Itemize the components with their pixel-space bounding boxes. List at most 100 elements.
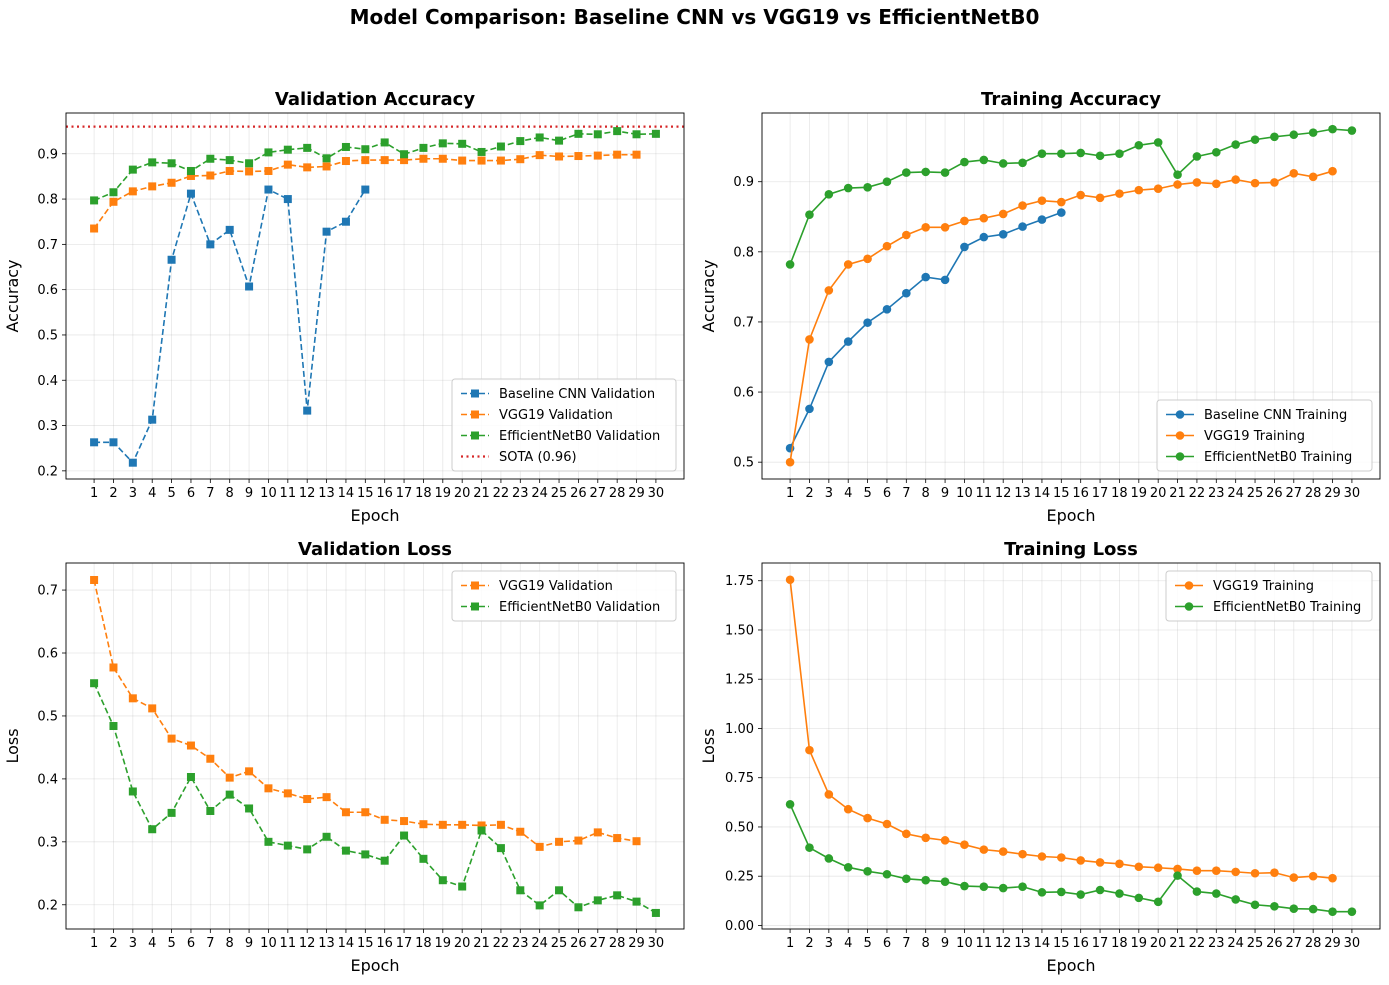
- data-point: [303, 143, 312, 152]
- data-point: [400, 817, 409, 826]
- x-tick-label: 13: [1014, 486, 1031, 501]
- x-tick-label: 27: [590, 936, 607, 951]
- series-vgg19: [785, 166, 1337, 467]
- x-tick-label: 25: [1247, 936, 1264, 951]
- data-point: [186, 189, 195, 198]
- data-point: [882, 819, 892, 829]
- data-point: [1308, 172, 1318, 182]
- data-point: [167, 808, 176, 817]
- data-point: [843, 260, 853, 269]
- data-point: [225, 790, 234, 799]
- data-point: [940, 275, 950, 285]
- data-point: [341, 142, 350, 151]
- y-axis-ticks: 0.2 0.3 0.4 0.5 0.6 0.7: [37, 584, 66, 913]
- data-point: [998, 209, 1008, 219]
- legend-label: VGG19 Validation: [499, 408, 613, 423]
- data-point: [303, 163, 312, 172]
- data-point: [225, 156, 234, 165]
- data-point: [1076, 856, 1085, 865]
- x-tick-label: 3: [825, 486, 833, 501]
- series-vgg19: [785, 575, 1337, 883]
- data-point: [477, 821, 486, 830]
- chart-3: 1 2 3 4 5 6 7 8 9 10 11 12 13 14 15 16 17 18 19 20 21 22 23 24 2…: [3, 539, 685, 975]
- data-point: [1231, 175, 1240, 184]
- y-tick-label: 0.25: [725, 870, 754, 885]
- data-point: [998, 883, 1008, 893]
- y-tick-label: 0.4: [37, 374, 58, 389]
- data-point: [574, 836, 583, 845]
- data-point: [1250, 900, 1260, 910]
- y-axis-ticks: 0.5 0.6 0.7 0.8 0.9: [733, 175, 762, 471]
- data-point: [1308, 904, 1318, 914]
- x-tick-label: 16: [1072, 936, 1089, 951]
- data-point: [1347, 907, 1357, 916]
- x-tick-label: 2: [805, 936, 813, 951]
- data-point: [1037, 215, 1047, 224]
- x-tick-label: 10: [260, 936, 277, 951]
- x-tick-label: 9: [245, 486, 253, 501]
- x-tick-label: 26: [1266, 936, 1283, 951]
- x-tick-label: 8: [226, 486, 234, 501]
- data-point: [1057, 197, 1066, 207]
- x-axis-label: Epoch: [1047, 956, 1096, 975]
- series-efficientnet: [785, 124, 1357, 269]
- data-point: [613, 127, 622, 136]
- y-tick-label: 0.75: [725, 771, 754, 786]
- x-tick-label: 6: [883, 936, 891, 951]
- data-point: [960, 216, 969, 226]
- data-point: [1270, 902, 1279, 911]
- data-point: [186, 741, 195, 750]
- data-point: [458, 156, 467, 165]
- x-tick-label: 1: [90, 486, 98, 501]
- data-point: [303, 406, 312, 415]
- data-point: [128, 187, 137, 196]
- x-tick-label: 4: [844, 486, 852, 501]
- y-tick-label: 0.4: [37, 772, 58, 787]
- data-point: [1173, 871, 1182, 880]
- data-point: [206, 754, 215, 763]
- x-tick-label: 13: [318, 486, 335, 501]
- y-tick-label: 0.00: [725, 919, 754, 934]
- x-tick-label: 4: [148, 936, 156, 951]
- chart-4: 1 2 3 4 5 6 7 8 9 10 11 12 13 14 15 16 17 18 19 20 21 22 23 24 2…: [699, 539, 1381, 975]
- legend-label: Baseline CNN Validation: [499, 387, 655, 402]
- x-tick-label: 10: [956, 936, 973, 951]
- x-tick-label: 14: [338, 486, 355, 501]
- x-tick-label: 12: [299, 936, 316, 951]
- x-tick-label: 7: [206, 486, 214, 501]
- data-layer: [785, 124, 1357, 467]
- x-tick-label: 27: [1286, 936, 1303, 951]
- x-tick-label: 19: [435, 936, 452, 951]
- data-point: [361, 850, 370, 859]
- data-point: [593, 896, 602, 905]
- x-tick-label: 17: [396, 486, 413, 501]
- x-tick-label: 6: [187, 936, 195, 951]
- y-axis-label: Loss: [3, 728, 22, 763]
- data-point: [264, 148, 273, 157]
- legend-box: [451, 570, 677, 622]
- data-point: [535, 901, 544, 910]
- data-point: [148, 158, 157, 167]
- y-tick-label: 0.7: [37, 584, 58, 599]
- data-point: [477, 156, 486, 165]
- data-point: [1153, 138, 1163, 147]
- legend-label: EfficientNetB0 Validation: [499, 600, 660, 615]
- data-point: [998, 159, 1008, 168]
- x-tick-label: 19: [1131, 936, 1148, 951]
- x-tick-label: 2: [109, 936, 117, 951]
- data-point: [593, 828, 602, 837]
- legend-item: EfficientNetB0 Validation: [461, 600, 660, 615]
- data-point: [1095, 151, 1105, 161]
- x-tick-label: 12: [299, 486, 316, 501]
- data-point: [245, 159, 254, 168]
- data-layer: [66, 125, 684, 467]
- data-point: [341, 846, 350, 855]
- data-point: [1095, 885, 1105, 895]
- data-point: [1018, 849, 1027, 859]
- data-point: [574, 152, 583, 161]
- x-tick-label: 15: [357, 486, 374, 501]
- legend: Baseline CNN Training VGG19 Training Effic…: [1156, 399, 1373, 472]
- data-point: [1289, 904, 1299, 914]
- data-point: [90, 196, 99, 205]
- data-point: [1173, 180, 1182, 189]
